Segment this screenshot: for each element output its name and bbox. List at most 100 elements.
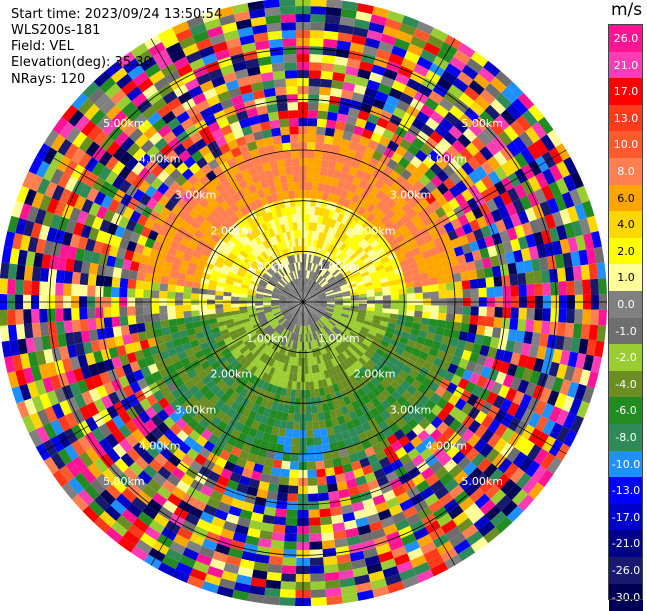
velocity-gate [290, 462, 299, 470]
velocity-gate [407, 305, 415, 311]
velocity-gate [293, 422, 300, 430]
velocity-gate [306, 182, 313, 190]
velocity-gate [581, 264, 591, 280]
velocity-gate [7, 310, 16, 326]
range-ring-label: 1.00km [318, 260, 360, 273]
velocity-gate [422, 285, 431, 292]
velocity-gate [136, 280, 145, 289]
velocity-gate [159, 291, 167, 299]
colorbar-frame [608, 24, 643, 600]
range-ring-label: 5.00km [461, 475, 503, 488]
velocity-gate [285, 166, 293, 175]
velocity-gate [566, 309, 575, 323]
velocity-gate [136, 315, 145, 324]
range-ring-label: 1.00km [246, 332, 288, 345]
velocity-gate [310, 38, 324, 47]
velocity-gate [127, 306, 135, 315]
range-ring-label: 2.00km [211, 224, 253, 237]
velocity-gate [311, 405, 317, 414]
velocity-gate [485, 277, 494, 288]
velocity-gate [103, 286, 112, 297]
velocity-gate [289, 478, 299, 486]
velocity-gate [318, 492, 329, 501]
velocity-gate [285, 525, 297, 534]
velocity-gate [167, 291, 175, 298]
velocity-gate [325, 128, 335, 137]
velocity-gate [104, 317, 113, 328]
velocity-gate [284, 541, 297, 550]
velocity-gate [286, 174, 293, 183]
velocity-gate [327, 483, 338, 493]
velocity-gate [446, 282, 455, 291]
velocity-gate [95, 286, 104, 297]
range-ring-label: 4.00km [139, 153, 181, 166]
velocity-gate [271, 467, 281, 476]
velocity-gate [231, 304, 239, 308]
velocity-gate [316, 469, 326, 478]
velocity-gate [447, 306, 455, 314]
velocity-gate [581, 324, 591, 340]
velocity-gate [468, 324, 477, 334]
velocity-gate [399, 294, 407, 300]
velocity-gate [325, 467, 335, 476]
velocity-gate [310, 549, 324, 558]
velocity-gate [207, 304, 215, 309]
velocity-gate [175, 311, 184, 318]
velocity-gate [143, 306, 151, 315]
velocity-gate [290, 454, 299, 462]
colorbar-unit: m/s [611, 0, 642, 20]
velocity-gate [500, 328, 510, 340]
velocity-gate [55, 283, 64, 296]
velocity-gate [159, 313, 168, 321]
velocity-gate [437, 320, 446, 328]
velocity-gate [215, 295, 223, 300]
velocity-gate [287, 501, 298, 510]
velocity-gate [276, 500, 287, 509]
range-ring-label: 4.00km [426, 153, 468, 166]
velocity-gate [40, 322, 49, 336]
velocity-gate [199, 294, 207, 300]
velocity-gate [311, 0, 327, 7]
velocity-gate [48, 269, 57, 283]
velocity-gate [24, 266, 33, 281]
velocity-gate [152, 313, 161, 322]
velocity-gate [265, 499, 277, 509]
velocity-gate [312, 182, 319, 191]
velocity-gate [281, 22, 296, 31]
velocity-gate [525, 272, 534, 285]
velocity-gate [574, 280, 583, 295]
velocity-gate [542, 308, 551, 321]
velocity-gate [306, 406, 312, 414]
velocity-gate [308, 110, 318, 119]
velocity-gate [439, 291, 447, 299]
velocity-gate [23, 309, 32, 324]
velocity-gate [476, 325, 485, 336]
velocity-gate [80, 319, 89, 331]
velocity-gate [159, 306, 167, 314]
velocity-gate [310, 46, 324, 55]
velocity-gate [297, 230, 301, 238]
velocity-gate [268, 564, 283, 574]
velocity-gate [367, 296, 375, 300]
velocity-gate [290, 134, 299, 142]
velocity-gate [56, 270, 65, 284]
velocity-gate [314, 158, 322, 167]
velocity-gate [111, 287, 120, 297]
velocity-gate [88, 318, 97, 330]
velocity-gate [40, 268, 49, 282]
velocity-gate [308, 493, 319, 502]
velocity-gate [0, 278, 8, 294]
velocity-gate [534, 308, 543, 321]
velocity-gate [439, 306, 447, 314]
velocity-gate [160, 276, 169, 284]
velocity-gate [471, 288, 479, 297]
velocity-gate [324, 572, 339, 581]
velocity-gate [414, 311, 423, 318]
velocity-gate [15, 279, 24, 294]
velocity-gate [32, 267, 42, 282]
velocity-gate [406, 310, 415, 316]
velocity-gate [541, 270, 550, 284]
velocity-gate [71, 308, 80, 320]
velocity-gate [316, 135, 325, 144]
velocity-gate [534, 283, 543, 296]
